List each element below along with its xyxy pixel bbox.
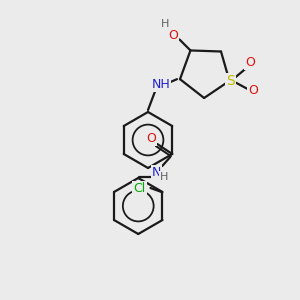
Text: O: O (146, 131, 156, 145)
Text: S: S (226, 74, 235, 88)
Text: H: H (160, 172, 168, 182)
Text: Cl: Cl (134, 182, 146, 194)
Text: H: H (161, 20, 169, 29)
Text: O: O (169, 29, 178, 42)
Text: NH: NH (152, 78, 170, 91)
Text: O: O (248, 84, 258, 98)
Text: N: N (152, 166, 161, 178)
Text: O: O (245, 56, 255, 69)
